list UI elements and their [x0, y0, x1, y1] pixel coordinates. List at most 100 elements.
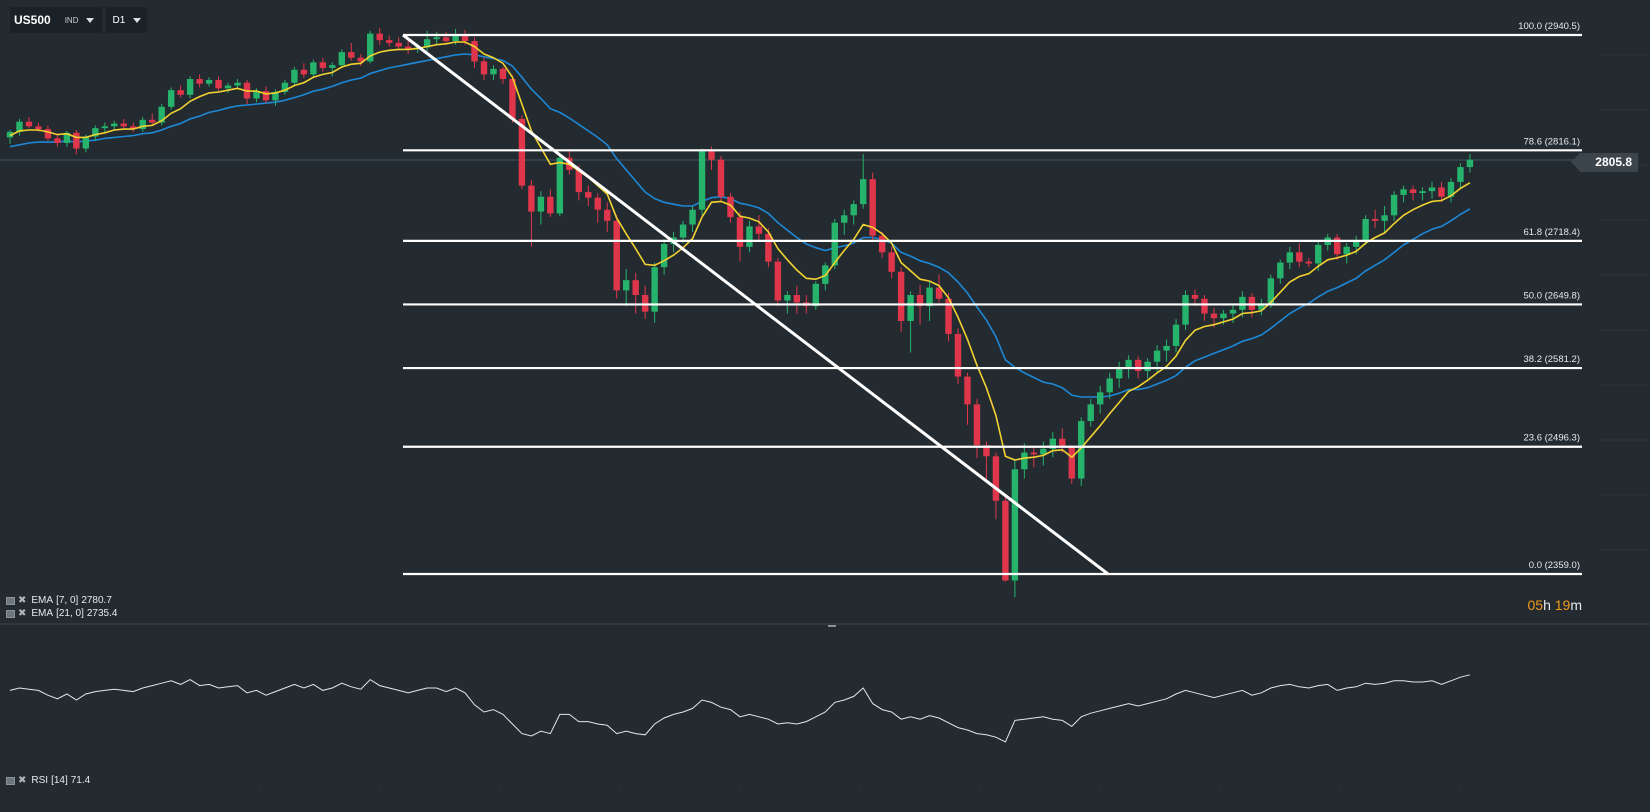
candle: [130, 122, 137, 132]
candle-body: [73, 132, 80, 149]
timer-hours: 05: [1527, 597, 1544, 613]
candle-body: [841, 215, 848, 223]
fib-level-label: 78.6 (2816.1): [1523, 136, 1580, 147]
candle-body: [120, 123, 127, 127]
candle-body: [452, 34, 459, 42]
fib-trendline: [402, 33, 1109, 576]
candle: [423, 30, 431, 52]
candle: [585, 185, 592, 207]
candle-body: [1428, 187, 1436, 192]
candle: [793, 285, 801, 314]
candle: [442, 31, 450, 43]
close-icon[interactable]: ✖: [18, 608, 27, 619]
ema21-legend[interactable]: ✖ EMA [21, 0] 2735.4: [6, 608, 117, 619]
fibonacci-retracement[interactable]: 100.0 (2940.5) 78.6 (2816.1) 61.8 (2718.4)…: [402, 21, 1582, 576]
candle-body: [1040, 448, 1047, 455]
candle: [860, 154, 867, 209]
candle-body: [897, 271, 905, 321]
rsi-legend[interactable]: ✖ RSI [14] 71.4: [6, 775, 90, 786]
candle: [1097, 385, 1104, 414]
ema7-legend[interactable]: ✖ EMA [7, 0] 2780.7: [6, 595, 112, 606]
candle: [698, 148, 706, 216]
candle-body: [1315, 244, 1322, 264]
symbol-selector[interactable]: US500 IND: [10, 7, 103, 33]
candle: [954, 328, 962, 384]
settings-icon[interactable]: [6, 609, 15, 618]
candle: [1438, 181, 1445, 203]
candle-body: [755, 226, 763, 234]
candle: [291, 66, 298, 86]
candle: [660, 239, 668, 275]
rsi-pane: [9, 674, 1471, 743]
candle-body: [442, 37, 450, 42]
candle-body: [1182, 294, 1189, 325]
candle-body: [329, 65, 336, 68]
candle-body: [641, 294, 649, 312]
candle: [1040, 441, 1047, 466]
candle: [869, 172, 876, 242]
candle-body: [964, 376, 971, 405]
candle: [964, 372, 971, 425]
candle-body: [926, 287, 933, 307]
candle: [537, 191, 545, 225]
candle-body: [1390, 194, 1398, 216]
close-icon[interactable]: ✖: [18, 595, 27, 606]
timeframe-selector[interactable]: D1: [106, 7, 148, 33]
candle: [679, 220, 687, 244]
candle-body: [556, 157, 564, 214]
candle-body: [490, 68, 497, 75]
candle-body: [281, 82, 289, 93]
candle-body: [983, 445, 990, 457]
close-icon[interactable]: ✖: [18, 775, 27, 786]
candle: [1201, 294, 1208, 321]
candle-body: [992, 456, 1000, 501]
candle-body: [1466, 159, 1474, 168]
candle: [907, 291, 914, 353]
symbol-name: US500: [14, 13, 51, 27]
candle: [158, 104, 165, 126]
candle-body: [1078, 421, 1085, 479]
candle-body: [1030, 452, 1038, 455]
candle-body: [1305, 261, 1312, 264]
candle: [1258, 298, 1265, 316]
candle-body: [613, 220, 620, 291]
settings-icon[interactable]: [6, 776, 15, 785]
ema21-label: EMA: [31, 608, 54, 619]
candle-body: [433, 37, 440, 40]
candle-body: [1419, 191, 1426, 194]
candle-body: [1134, 359, 1142, 372]
ema7-value: 2780.7: [81, 595, 112, 606]
candle: [111, 120, 118, 131]
candle-body: [651, 267, 658, 312]
candle: [736, 211, 744, 262]
candle: [404, 41, 412, 55]
candle-body: [54, 138, 61, 143]
candle-body: [6, 131, 14, 138]
candle-body: [973, 404, 981, 446]
candle: [139, 117, 146, 132]
candle-body: [907, 294, 914, 321]
candle: [1059, 428, 1066, 453]
candle: [499, 66, 507, 84]
timer-h-unit: h: [1543, 597, 1551, 613]
candle: [44, 125, 52, 142]
candle-body: [1106, 378, 1113, 393]
candle: [1447, 178, 1455, 203]
candle: [935, 274, 943, 303]
candle: [480, 57, 488, 80]
candle: [1305, 257, 1312, 268]
settings-icon[interactable]: [6, 596, 15, 605]
ema21-line: [9, 53, 1471, 398]
candle-body: [736, 217, 744, 247]
candle-body: [25, 121, 33, 127]
candle: [556, 154, 564, 217]
candle: [1343, 243, 1350, 264]
candle-body: [689, 209, 696, 225]
candle: [433, 31, 440, 45]
candle-body: [205, 79, 213, 84]
candle-body: [234, 82, 241, 86]
candle-body: [784, 294, 791, 301]
candle: [177, 85, 184, 98]
candle: [983, 441, 990, 481]
